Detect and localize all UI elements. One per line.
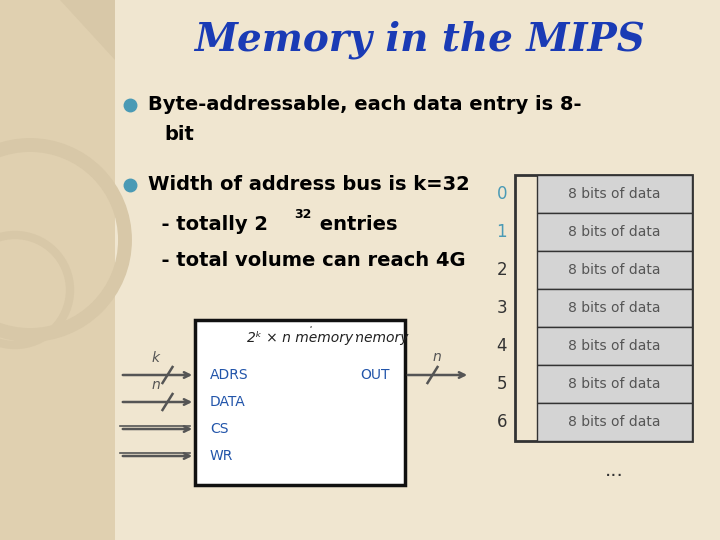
Text: n: n [151,378,160,392]
Bar [537,213,692,251]
Bar [537,365,692,403]
Text: 3: 3 [496,299,507,317]
Text: 5: 5 [497,375,507,393]
Text: 4: 4 [497,337,507,355]
Polygon shape [0,0,115,540]
Text: × n memory: × n memory [317,331,408,345]
Text: 8 bits of data: 8 bits of data [568,301,661,315]
Bar [195,320,405,485]
Text: entries: entries [313,215,397,234]
Text: WR: WR [210,449,233,463]
Text: 6: 6 [497,413,507,431]
Text: ADRS: ADRS [210,368,248,382]
Text: 2ᵏ × n memory: 2ᵏ × n memory [247,331,353,345]
Text: CS: CS [210,422,228,436]
Text: 32: 32 [294,208,311,221]
Text: Width of address bus is k=32: Width of address bus is k=32 [148,176,469,194]
Text: OUT: OUT [361,368,390,382]
Bar [515,175,692,441]
Text: k: k [151,351,160,365]
Bar [537,251,692,289]
Bar [537,327,692,365]
Text: 8 bits of data: 8 bits of data [568,263,661,277]
Text: 8 bits of data: 8 bits of data [568,225,661,239]
Bar [537,175,692,213]
Text: 8 bits of data: 8 bits of data [568,339,661,353]
Polygon shape [0,0,115,60]
Text: 2: 2 [300,331,309,345]
Text: n: n [432,350,441,364]
Text: ...: ... [605,461,624,480]
Text: 8 bits of data: 8 bits of data [568,377,661,391]
Text: - totally 2: - totally 2 [148,215,268,234]
Text: 2: 2 [496,261,507,279]
Text: bit: bit [164,125,194,145]
Text: 1: 1 [496,223,507,241]
Text: Byte-addressable, each data entry is 8-: Byte-addressable, each data entry is 8- [148,96,582,114]
Text: 0: 0 [497,185,507,203]
Bar [537,403,692,441]
Text: k: k [309,326,315,336]
Polygon shape [0,0,115,30]
Bar [537,289,692,327]
Text: DATA: DATA [210,395,246,409]
Text: 8 bits of data: 8 bits of data [568,415,661,429]
Text: - total volume can reach 4G: - total volume can reach 4G [148,251,466,269]
Text: Memory in the MIPS: Memory in the MIPS [194,21,645,59]
Text: 8 bits of data: 8 bits of data [568,187,661,201]
